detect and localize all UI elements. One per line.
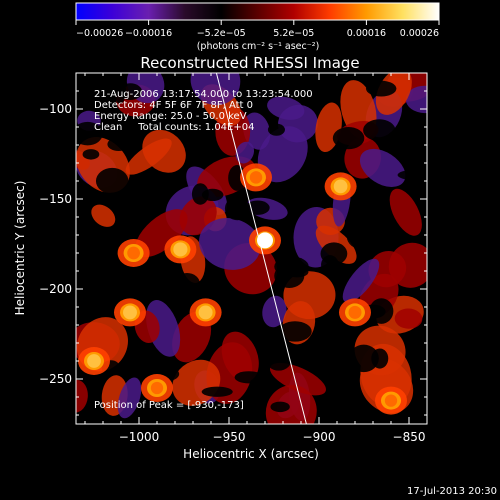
- chart-title: Reconstructed RHESSI Image: [140, 54, 359, 72]
- texture-blob: [389, 188, 422, 236]
- texture-blob: [91, 204, 116, 227]
- bright-source-core: [87, 354, 101, 368]
- colorbar: −0.00026 −0.00016 −5.2e−05 5.2e−05 0.00016 0.…: [75, 2, 440, 52]
- bright-source-core: [150, 381, 164, 395]
- colorbar-unit-label: (photons cm⁻² s⁻¹ asec⁻²): [197, 41, 320, 52]
- texture-blob: [135, 209, 188, 258]
- bright-source-core: [198, 305, 213, 320]
- texture-blob: [342, 258, 380, 303]
- texture-blob: [269, 362, 326, 396]
- colorbar-ticks: −0.00026 −0.00016 −5.2e−05 5.2e−05 0.00016 0.…: [75, 20, 440, 39]
- texture-blob: [95, 167, 129, 195]
- colorbar-tick-label: −0.00016: [125, 28, 172, 39]
- bright-source-core: [384, 394, 398, 407]
- texture-blob: [410, 136, 427, 154]
- texture-blob: [221, 331, 259, 382]
- texture-blob: [348, 344, 379, 373]
- y-tick-label: −150: [39, 192, 72, 206]
- x-axis-ticks: −1000 −950 −900 −850: [84, 73, 428, 444]
- bright-source-core: [257, 232, 273, 249]
- plot-frame: [75, 72, 428, 425]
- y-axis-ticks: −100 −150 −200 −250: [39, 72, 427, 416]
- peak-position-text: Position of Peak = [-930,-173]: [94, 400, 244, 411]
- texture-blob: [191, 183, 209, 205]
- texture-blob: [313, 336, 333, 352]
- colorbar-tick-label: 0.00026: [400, 28, 439, 39]
- texture-blob: [388, 242, 427, 288]
- solar-limb-line: [215, 73, 307, 424]
- x-axis-label: Heliocentric X (arcsec): [183, 447, 319, 461]
- texture-blob: [363, 119, 396, 142]
- x-tick-label: −850: [393, 430, 426, 444]
- texture-blob: [257, 126, 308, 183]
- texture-blob: [267, 96, 305, 120]
- texture-blob: [285, 266, 309, 278]
- texture-blob: [300, 75, 330, 103]
- texture-blob: [332, 126, 365, 150]
- bright-source-core: [348, 305, 362, 319]
- texture-blob: [82, 149, 100, 160]
- texture-blob: [267, 123, 285, 136]
- info-energy-range: Energy Range: 25.0 - 50.0 keV: [94, 111, 247, 122]
- y-tick-label: −250: [39, 372, 72, 386]
- texture-blob: [198, 218, 261, 270]
- info-detectors: Detectors: 4F 5F 6F 7F 8F, Att 0: [94, 100, 253, 111]
- texture-blob: [365, 80, 397, 97]
- texture-blob: [371, 348, 389, 369]
- colorbar-tick-label: −5.2e−05: [197, 28, 246, 39]
- y-axis-label: Heliocentric Y (arcsec): [13, 181, 27, 316]
- bright-source-core: [123, 305, 137, 320]
- colorbar-bar: [75, 2, 440, 21]
- texture-blob: [107, 137, 130, 152]
- texture-blob: [234, 371, 264, 384]
- texture-blob: [405, 85, 427, 114]
- texture-blob: [224, 196, 250, 221]
- texture-blob: [201, 386, 233, 397]
- texture-blob: [394, 308, 423, 329]
- bright-source-core: [249, 171, 263, 184]
- texture-blob: [265, 384, 317, 424]
- colorbar-tick-label: 5.2e−05: [273, 28, 314, 39]
- plot-area: −1000 −950 −900 −850 −100 −150 −200 −250 21-Au…: [39, 72, 428, 444]
- info-time-range: 21-Aug-2006 13:17:54.000 to 13:23:54.000: [94, 89, 313, 100]
- texture-blob: [235, 141, 255, 164]
- bright-source-core: [127, 246, 140, 260]
- x-tick-label: −900: [303, 430, 336, 444]
- y-tick-label: −200: [39, 282, 72, 296]
- bright-source-core: [173, 242, 188, 257]
- texture-blob: [117, 377, 142, 419]
- bright-source-core: [333, 179, 348, 194]
- texture-blob: [320, 242, 348, 265]
- info-clean-counts: Clean Total counts: 1.04E+04: [94, 122, 254, 133]
- texture-blob: [146, 300, 181, 357]
- texture-blob: [97, 286, 119, 305]
- texture-blob: [359, 148, 406, 188]
- texture-blob: [201, 188, 224, 202]
- texture-blob: [76, 121, 103, 146]
- texture-blob: [397, 169, 427, 181]
- texture-blob: [190, 73, 241, 106]
- texture-blob: [118, 83, 143, 101]
- texture-blob: [243, 112, 271, 150]
- image-sources: [76, 73, 427, 424]
- texture-blob: [142, 129, 186, 173]
- x-tick-label: −1000: [119, 430, 160, 444]
- texture-blob: [278, 321, 312, 342]
- texture-blob: [346, 224, 378, 250]
- colorbar-tick-label: 0.00016: [347, 28, 386, 39]
- texture-blob: [265, 345, 293, 371]
- x-tick-label: −950: [213, 430, 246, 444]
- colorbar-tick-label: −0.00026: [76, 28, 123, 39]
- texture-blob: [304, 165, 334, 182]
- y-tick-label: −100: [39, 102, 72, 116]
- texture-blob: [262, 295, 287, 328]
- footer-timestamp: 17-Jul-2013 20:30: [407, 486, 497, 497]
- texture-blob: [270, 401, 290, 413]
